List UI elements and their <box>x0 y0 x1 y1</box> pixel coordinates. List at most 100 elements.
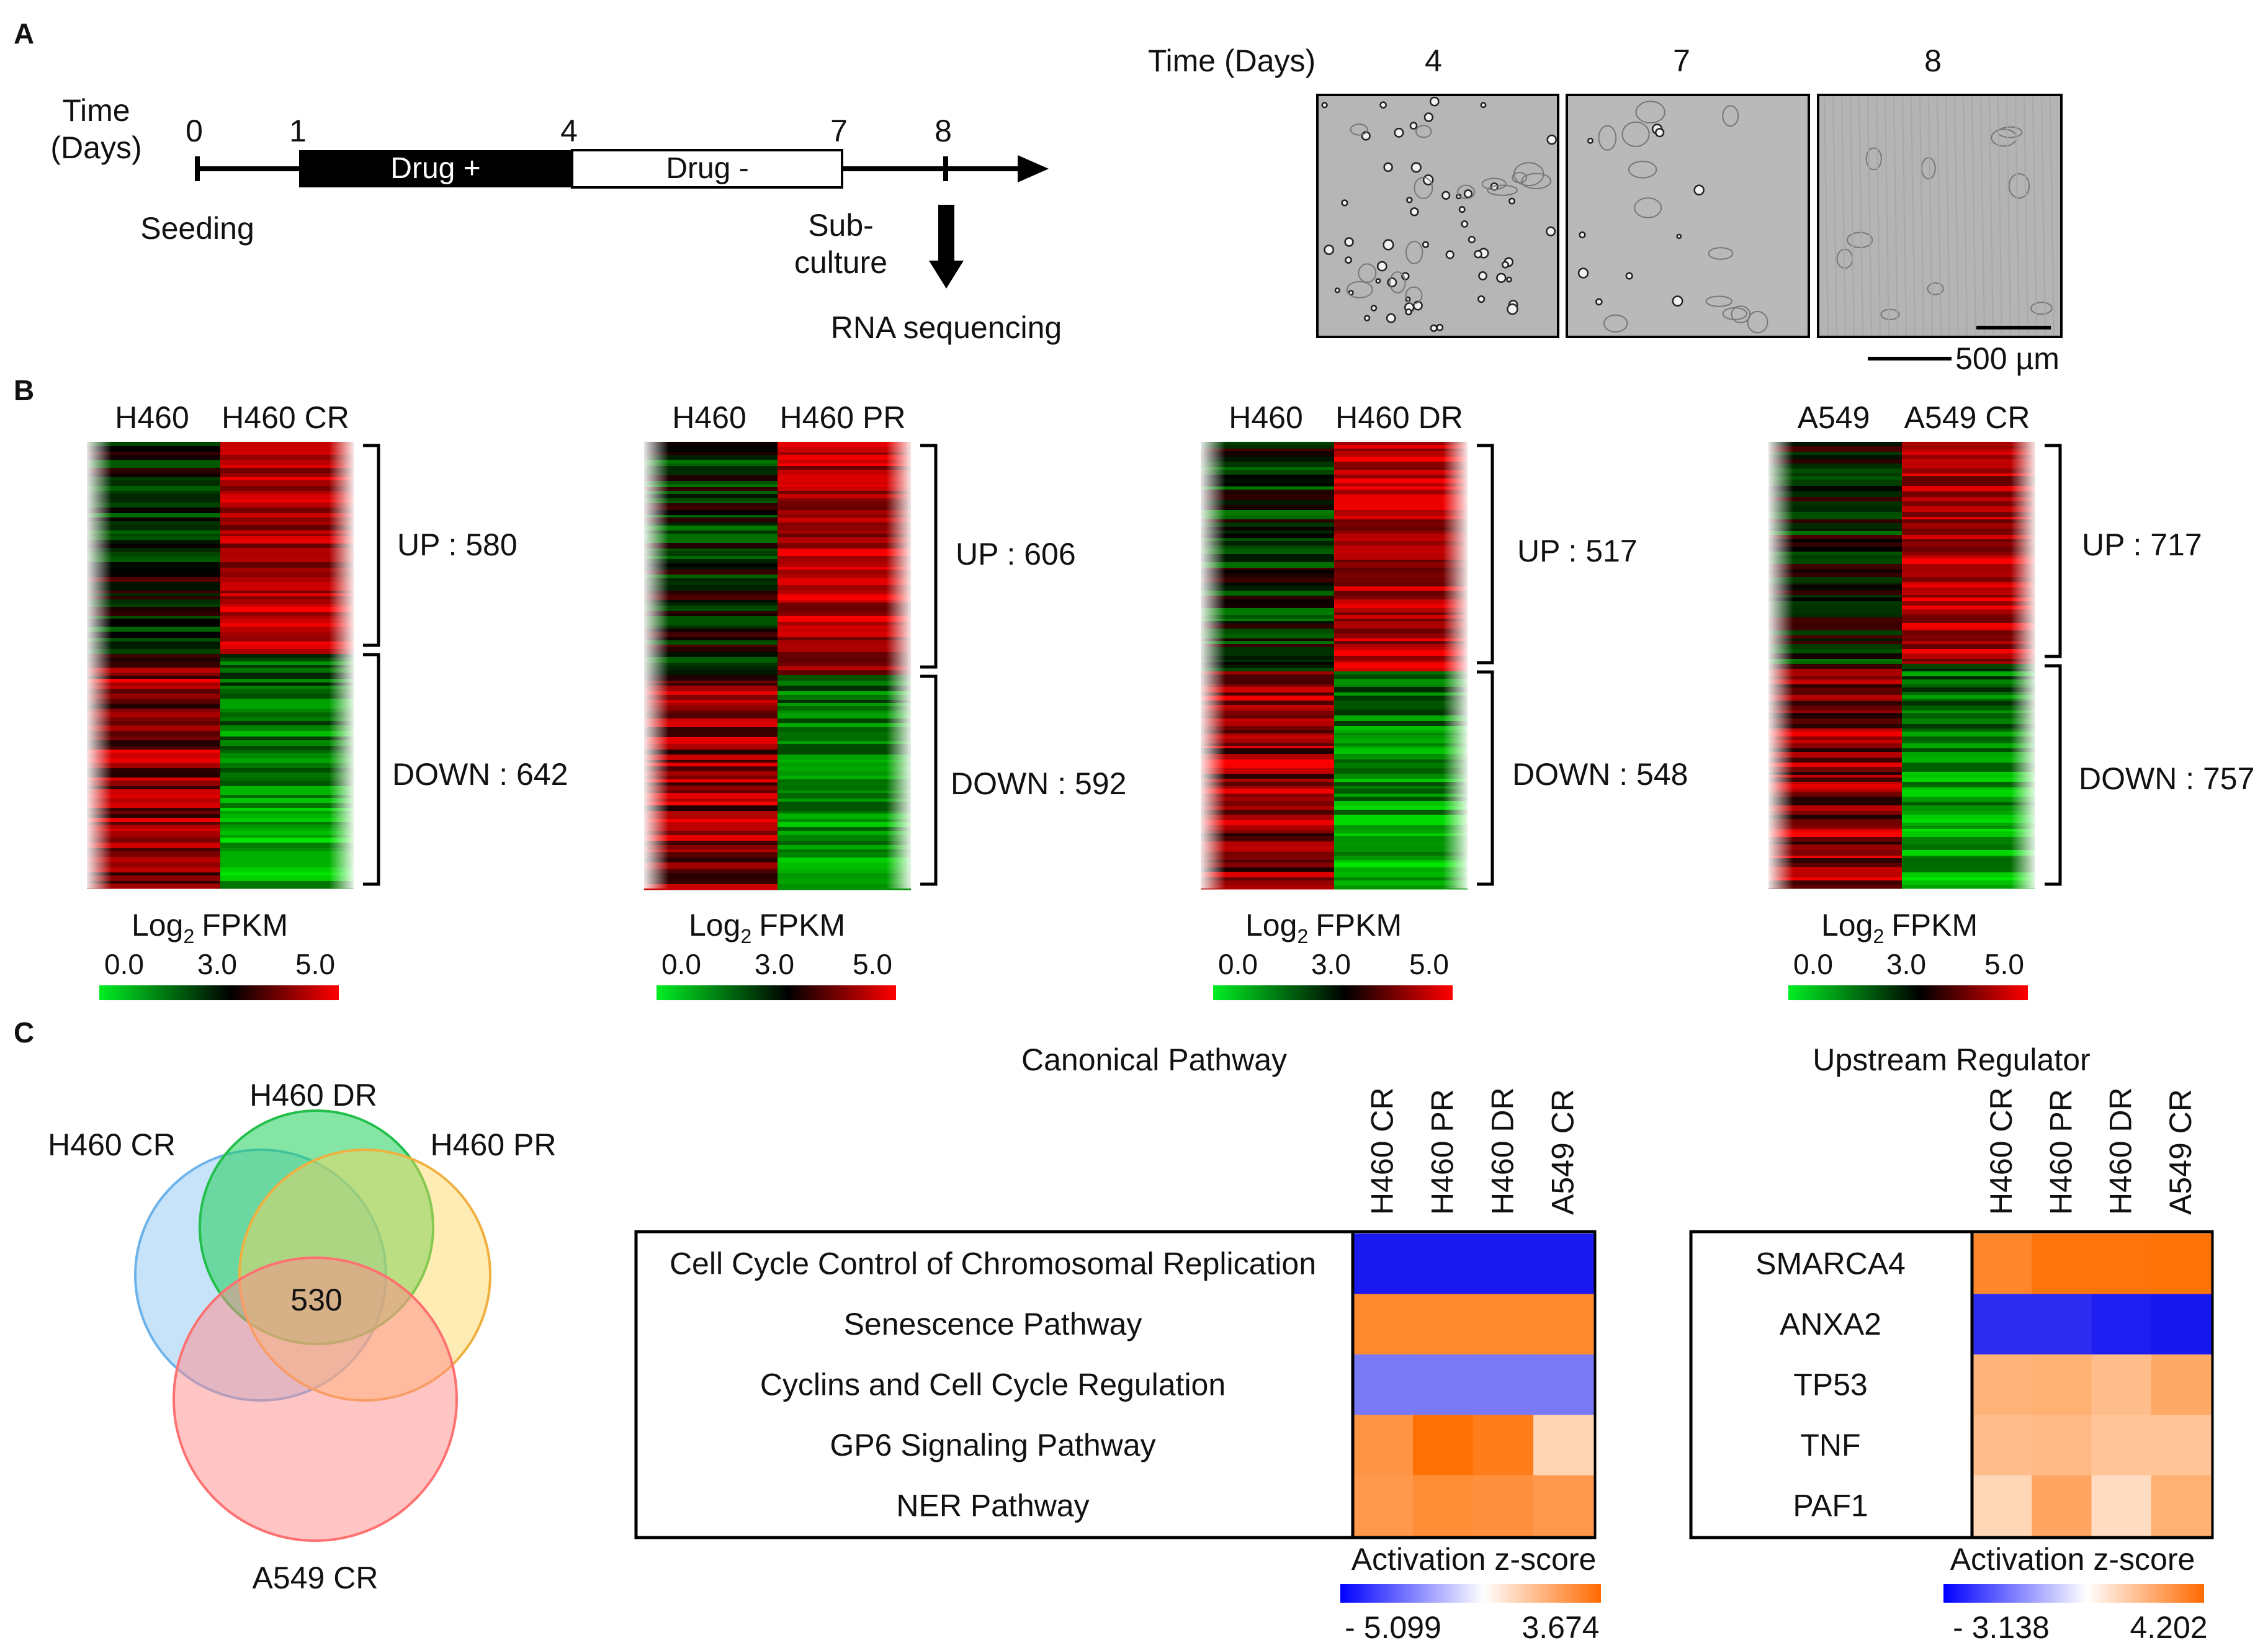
venn-intersection-count: 530 <box>290 1283 342 1317</box>
z-score-cell <box>1353 1234 1414 1294</box>
upstream-regulator-frame <box>1689 1230 2214 1539</box>
canonical-pathway-title: Canonical Pathway <box>1021 1042 1287 1077</box>
heatmap-row-cell <box>1201 475 1334 479</box>
heatmap-row-cell <box>644 670 778 676</box>
heatmap-row-cell <box>1334 862 1468 868</box>
heatmap-row-cell <box>220 725 354 732</box>
heatmap-row-cell <box>220 676 354 679</box>
heatmap-row-cell <box>87 808 220 812</box>
heatmap-row-cell <box>778 741 911 745</box>
cell-dot <box>1345 256 1352 264</box>
heatmap-row-cell <box>1334 478 1468 484</box>
heatmap-row-cell <box>87 814 220 818</box>
heatmap-row-cell <box>644 782 778 786</box>
heatmap-row-label: Cell Cycle Control of Chromosomal Replic… <box>670 1247 1316 1281</box>
heatmap-row-cell <box>1768 815 1902 820</box>
heatmap-row-cell <box>778 771 911 776</box>
heatmap-row-cell <box>1201 768 1334 774</box>
heatmap-row-cell <box>1768 797 1902 803</box>
heatmap-row-cell <box>220 881 354 884</box>
heatmap-row-cell <box>1334 665 1468 668</box>
rna-seq-label: RNA sequencing <box>831 310 1062 345</box>
heatmap-row-cell <box>1201 733 1334 736</box>
z-score-cell <box>1473 1415 1534 1476</box>
heatmap-row-cell <box>1768 829 1902 832</box>
cell-dot <box>1478 271 1487 280</box>
heatmap-row-cell <box>1768 695 1902 699</box>
heatmap-row-cell <box>1768 740 1902 744</box>
heatmap-row-cell <box>1201 662 1334 665</box>
heatmap-row-cell <box>87 763 220 769</box>
heatmap-row-cell <box>1334 739 1468 744</box>
heatmap-row-cell <box>1902 815 2035 820</box>
heatmap-row-cell <box>1201 849 1334 853</box>
cell-dot <box>1321 102 1328 109</box>
cell-dot <box>1477 295 1486 303</box>
heatmap-row-cell <box>1201 759 1334 763</box>
heatmap-row-cell <box>1201 578 1334 583</box>
heatmap-row-cell <box>644 585 778 591</box>
heatmap-row-cell <box>1334 516 1468 520</box>
heatmap-row-cell <box>1768 684 1902 688</box>
heatmap-row-cell <box>87 828 220 831</box>
heatmap-row-cell <box>1902 823 2035 826</box>
heatmap-row-cell <box>778 485 911 488</box>
heatmap-row-cell <box>1768 630 1902 636</box>
down-count-label: DOWN : 548 <box>1512 757 1688 792</box>
heatmap-row-cell <box>1768 595 1902 598</box>
heatmap-row-cell <box>87 704 220 709</box>
panel-label-b: B <box>14 374 34 406</box>
cell-outline <box>1921 157 1936 180</box>
heatmap-row-cell <box>1201 451 1334 457</box>
heatmap-row-cell <box>1768 763 1902 768</box>
tick-day-1: 1 <box>289 114 307 148</box>
heatmap-row-cell <box>644 575 778 579</box>
cell-dot <box>1463 189 1473 199</box>
heatmap-row-cell <box>1902 531 2035 535</box>
texture-stripe <box>2015 97 2020 335</box>
heatmap-row-cell <box>644 645 778 648</box>
heatmap-row-cell <box>1334 701 1468 705</box>
cell-outline <box>1358 263 1377 283</box>
heatmap-col-label: H460 DR <box>1335 400 1463 435</box>
heatmap-row-cell <box>220 712 354 718</box>
heatmap-row-cell <box>87 582 220 586</box>
heatmap-row-cell <box>1201 696 1334 701</box>
heatmap-row-cell <box>87 658 220 662</box>
heatmap-row-cell <box>1201 674 1334 679</box>
fpkm-colorbar <box>1788 985 2028 1000</box>
texture-stripe <box>2024 97 2028 335</box>
heatmap-row-cell <box>1334 604 1468 609</box>
heatmap-row-cell <box>644 501 778 504</box>
heatmap-row-cell <box>778 466 911 470</box>
down-count-label: DOWN : 757 <box>2079 761 2254 796</box>
heatmap-row-cell <box>1201 721 1334 727</box>
heatmap-row-cell <box>1334 647 1468 651</box>
heatmap-row-cell <box>1334 885 1468 890</box>
heatmap-row-cell <box>1334 696 1468 701</box>
heatmap-row-cell <box>778 835 911 841</box>
cell-dot <box>1625 272 1633 280</box>
heatmap-row-cell <box>1334 797 1468 802</box>
heatmap-row-cell <box>644 549 778 552</box>
texture-stripe <box>1867 97 1872 335</box>
heatmap-row-cell <box>87 627 220 632</box>
fpkm-colorbar <box>99 985 339 1000</box>
heatmap-row-cell <box>1902 641 2035 645</box>
heatmap-row-cell <box>1768 473 1902 477</box>
cell-dot <box>1480 102 1487 109</box>
heatmap-row-cell <box>778 452 911 455</box>
heatmap-row-cell <box>778 616 911 622</box>
heatmap-row-cell <box>1902 790 2035 793</box>
heatmap-row-cell <box>220 638 354 642</box>
heatmap-row-cell <box>778 551 911 557</box>
heatmap-row-cell <box>1768 617 1902 624</box>
heatmap-row-cell <box>1201 644 1334 648</box>
heatmap-row-cell <box>1902 601 2035 606</box>
heatmap-row-cell <box>644 869 778 874</box>
heatmap-row-cell <box>87 562 220 568</box>
heatmap-row-cell <box>778 494 911 499</box>
heatmap-row-cell <box>644 531 778 534</box>
heatmap-row-cell <box>778 786 911 791</box>
heatmap-row-cell <box>1334 810 1468 815</box>
